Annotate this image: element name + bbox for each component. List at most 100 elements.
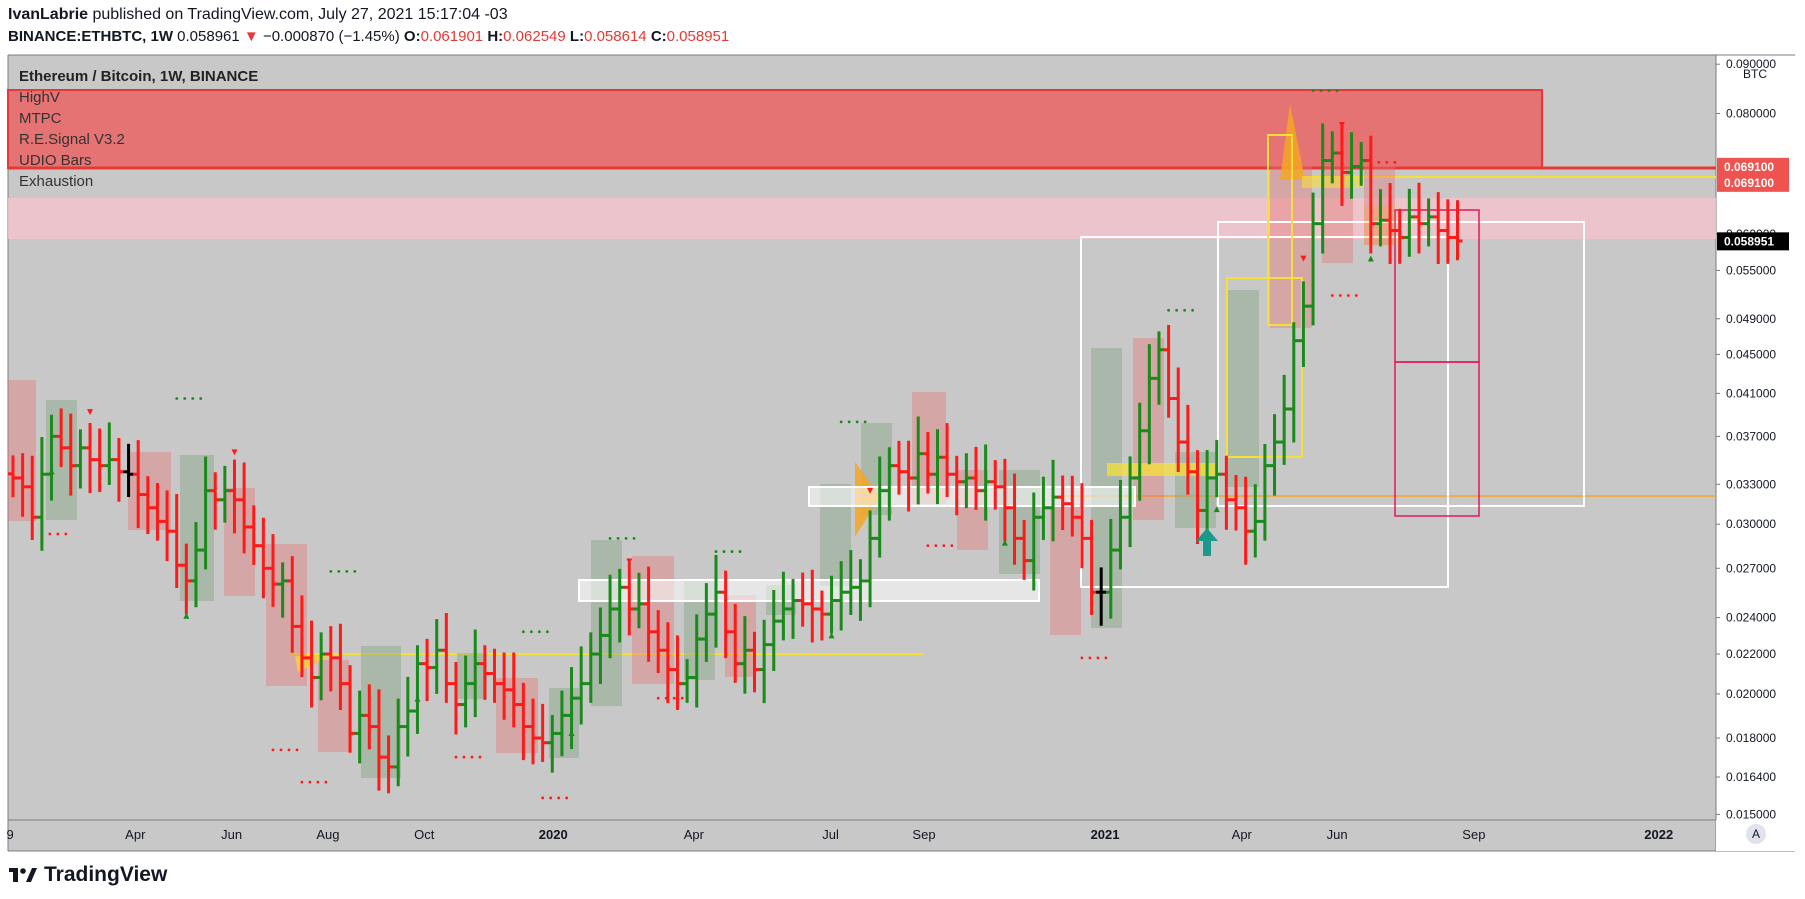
ohlc-bar [942, 423, 953, 498]
low-value: 0.058614 [584, 28, 647, 45]
ohlc-bar [94, 428, 105, 493]
price-tick-label: 0.027000 [1726, 561, 1776, 575]
ohlc-bar [181, 543, 192, 615]
ohlc-bar [229, 459, 240, 534]
ohlc-bar [450, 661, 461, 735]
ohlc-bar [1163, 324, 1174, 418]
yellow-range-b [1267, 134, 1293, 326]
ohlc-bar [653, 610, 664, 674]
ohlc-bar [268, 534, 279, 607]
ohlc-bar [1076, 483, 1087, 569]
chart-legend: Ethereum / Bitcoin, 1W, BINANCE HighV MT… [19, 66, 258, 192]
buy-signal-icon [414, 695, 421, 702]
ohlc-bar [1317, 123, 1328, 254]
buy-signal-icon [1001, 539, 1008, 546]
ohlc-bar [971, 446, 981, 510]
time-tick-label: Apr [684, 827, 705, 842]
sell-signal-icon [1338, 121, 1345, 128]
ohlc-bar [518, 682, 529, 761]
signal-dot-row [521, 630, 549, 634]
price-axis-unit: BTC [1743, 67, 1767, 81]
ohlc-bar [759, 619, 770, 704]
ohlc-bar [1259, 444, 1270, 541]
ohlc-bar [133, 440, 144, 529]
time-tick-label: Aug [316, 827, 339, 842]
ohlc-bar [85, 423, 96, 494]
ohlc-bar [142, 476, 153, 535]
time-tick-label: Apr [1232, 827, 1253, 842]
low-label: L: [569, 28, 585, 45]
ohlc-bar [662, 622, 673, 704]
buy-signal-icon [48, 468, 55, 475]
ohlc-bar [1067, 475, 1078, 537]
ohlc-bar [874, 456, 885, 558]
ohlc-bar [624, 562, 635, 636]
indicator-udio-bars[interactable]: UDIO Bars [19, 152, 92, 169]
high-label: H: [487, 28, 504, 45]
ohlc-bar [470, 629, 481, 718]
ohlc-bar [1231, 474, 1242, 531]
signal-dot-row [1311, 89, 1339, 93]
ohlc-bar [479, 645, 490, 700]
signal-dot-row [1080, 656, 1108, 660]
price-axis[interactable]: 0.0900000.0800000.0600000.0550000.049000… [1716, 57, 1776, 821]
ohlc-bar [431, 619, 442, 694]
ohlc-bar [335, 623, 346, 710]
time-tick-label: Jun [1327, 827, 1348, 842]
ohlc-bar [884, 447, 895, 521]
ohlc-bar [210, 472, 221, 530]
time-tick-label: 9 [6, 827, 13, 842]
ohlc-bar [248, 505, 259, 565]
ohlc-bar [277, 562, 288, 618]
auto-scale-button[interactable]: A [1746, 824, 1766, 844]
ohlc-bar [643, 566, 654, 662]
ohlc-bar [778, 571, 789, 641]
author-name[interactable]: IvanLabrie [8, 6, 89, 23]
time-tick-label: Apr [125, 827, 146, 842]
ohlc-bar [1269, 414, 1280, 496]
chart-header: IvanLabrie published on TradingView.com,… [8, 4, 1798, 50]
indicator-exhaustion[interactable]: Exhaustion [19, 173, 94, 190]
ohlc-bar [797, 572, 808, 627]
ohlc-bar [373, 689, 384, 791]
red-box-3 [224, 488, 255, 596]
ohlc-bar [56, 408, 67, 468]
signal-dot-row [271, 748, 299, 752]
time-axis[interactable]: 9 Apr Jun Aug Oct 2020 Apr Jul Sep 2021 Apr Jun Sep 2… [6, 827, 1673, 842]
ohlc-bar [932, 429, 943, 505]
buy-signal-icon [183, 612, 190, 619]
ohlc-bar [556, 690, 567, 757]
ohlc-bar [585, 632, 596, 703]
ohlc-bar [595, 607, 606, 684]
ohlc-bar [499, 652, 510, 720]
price-tick-label: 0.033000 [1726, 477, 1776, 491]
price-change: −0.000870 (−1.45%) [262, 28, 400, 45]
tradingview-brand[interactable]: TradingView [44, 863, 168, 886]
indicator-highv[interactable]: HighV [19, 89, 60, 106]
ohlc-bar [1211, 440, 1222, 498]
symbol-name: BINANCE:ETHBTC, 1W [8, 28, 173, 45]
ohlc-bar [990, 460, 1001, 510]
ohlc-bar [1288, 322, 1299, 443]
ohlc-bar [1250, 484, 1261, 558]
signal-dot-row [926, 544, 954, 548]
time-tick-label: Oct [414, 827, 435, 842]
auto-scale-label[interactable]: A [1752, 827, 1760, 841]
indicator-mtpc[interactable]: MTPC [19, 110, 62, 127]
ohlc-bar [855, 559, 866, 621]
ohlc-bar [27, 455, 38, 541]
ohlc-bar [768, 590, 779, 671]
indicator-resignal[interactable]: R.E.Signal V3.2 [19, 131, 125, 148]
ohlc-bar [383, 735, 394, 794]
tradingview-logo-icon[interactable] [8, 865, 38, 885]
gray-box-5 [549, 688, 579, 758]
ohlc-bar [258, 517, 269, 599]
signal-dot-row [1167, 308, 1194, 312]
ohlc-bar [402, 676, 413, 757]
ohlc-bar [1096, 567, 1107, 626]
publish-line: IvanLabrie published on TradingView.com,… [8, 4, 1798, 26]
ohlc-bar [123, 443, 134, 498]
ohlc-bar [1404, 188, 1415, 257]
ohlc-bar [219, 465, 230, 523]
